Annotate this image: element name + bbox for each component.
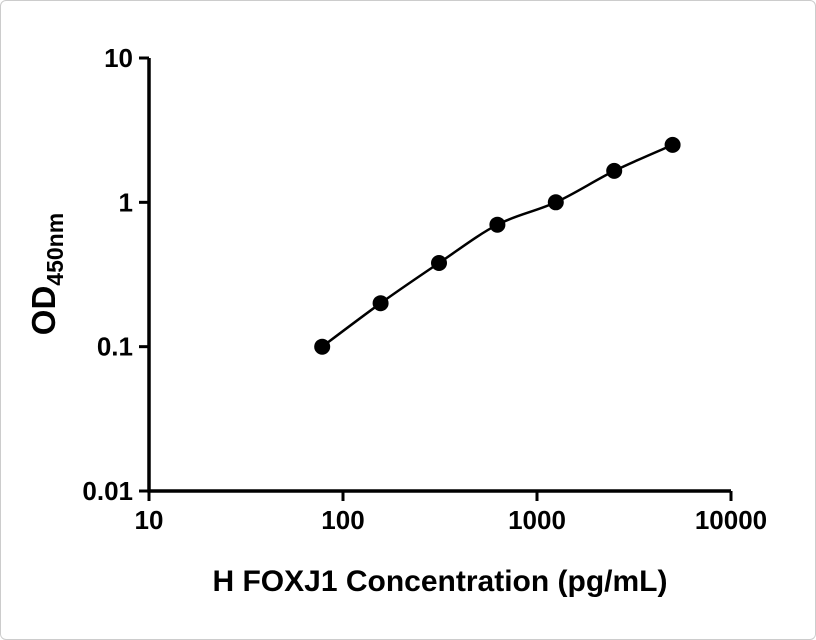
y-axis-title: OD450nm <box>25 213 68 335</box>
y-tick-label: 0.1 <box>97 332 133 362</box>
x-tick-label: 100 <box>321 505 364 535</box>
data-point <box>664 136 681 153</box>
data-point <box>314 338 331 355</box>
y-tick-label: 1 <box>119 187 133 217</box>
y-tick-label: 10 <box>104 43 133 73</box>
y-axis-title-subscript: 450nm <box>42 213 68 286</box>
x-axis-title: H FOXJ1 Concentration (pg/mL) <box>212 565 667 598</box>
data-point <box>431 255 447 271</box>
x-tick-label: 10 <box>135 505 164 535</box>
data-point <box>372 295 389 312</box>
x-tick-label: 10000 <box>695 505 767 535</box>
data-point <box>547 194 564 211</box>
plot-area: 10 100 1000 10000 0.01 0.1 1 10 <box>82 43 767 535</box>
axis-spines <box>147 58 731 493</box>
data-point <box>489 216 506 233</box>
data-point <box>606 162 623 179</box>
y-tick-label: 0.01 <box>82 476 133 506</box>
x-tick-label: 1000 <box>508 505 566 535</box>
y-axis-title-main: OD <box>25 286 62 336</box>
